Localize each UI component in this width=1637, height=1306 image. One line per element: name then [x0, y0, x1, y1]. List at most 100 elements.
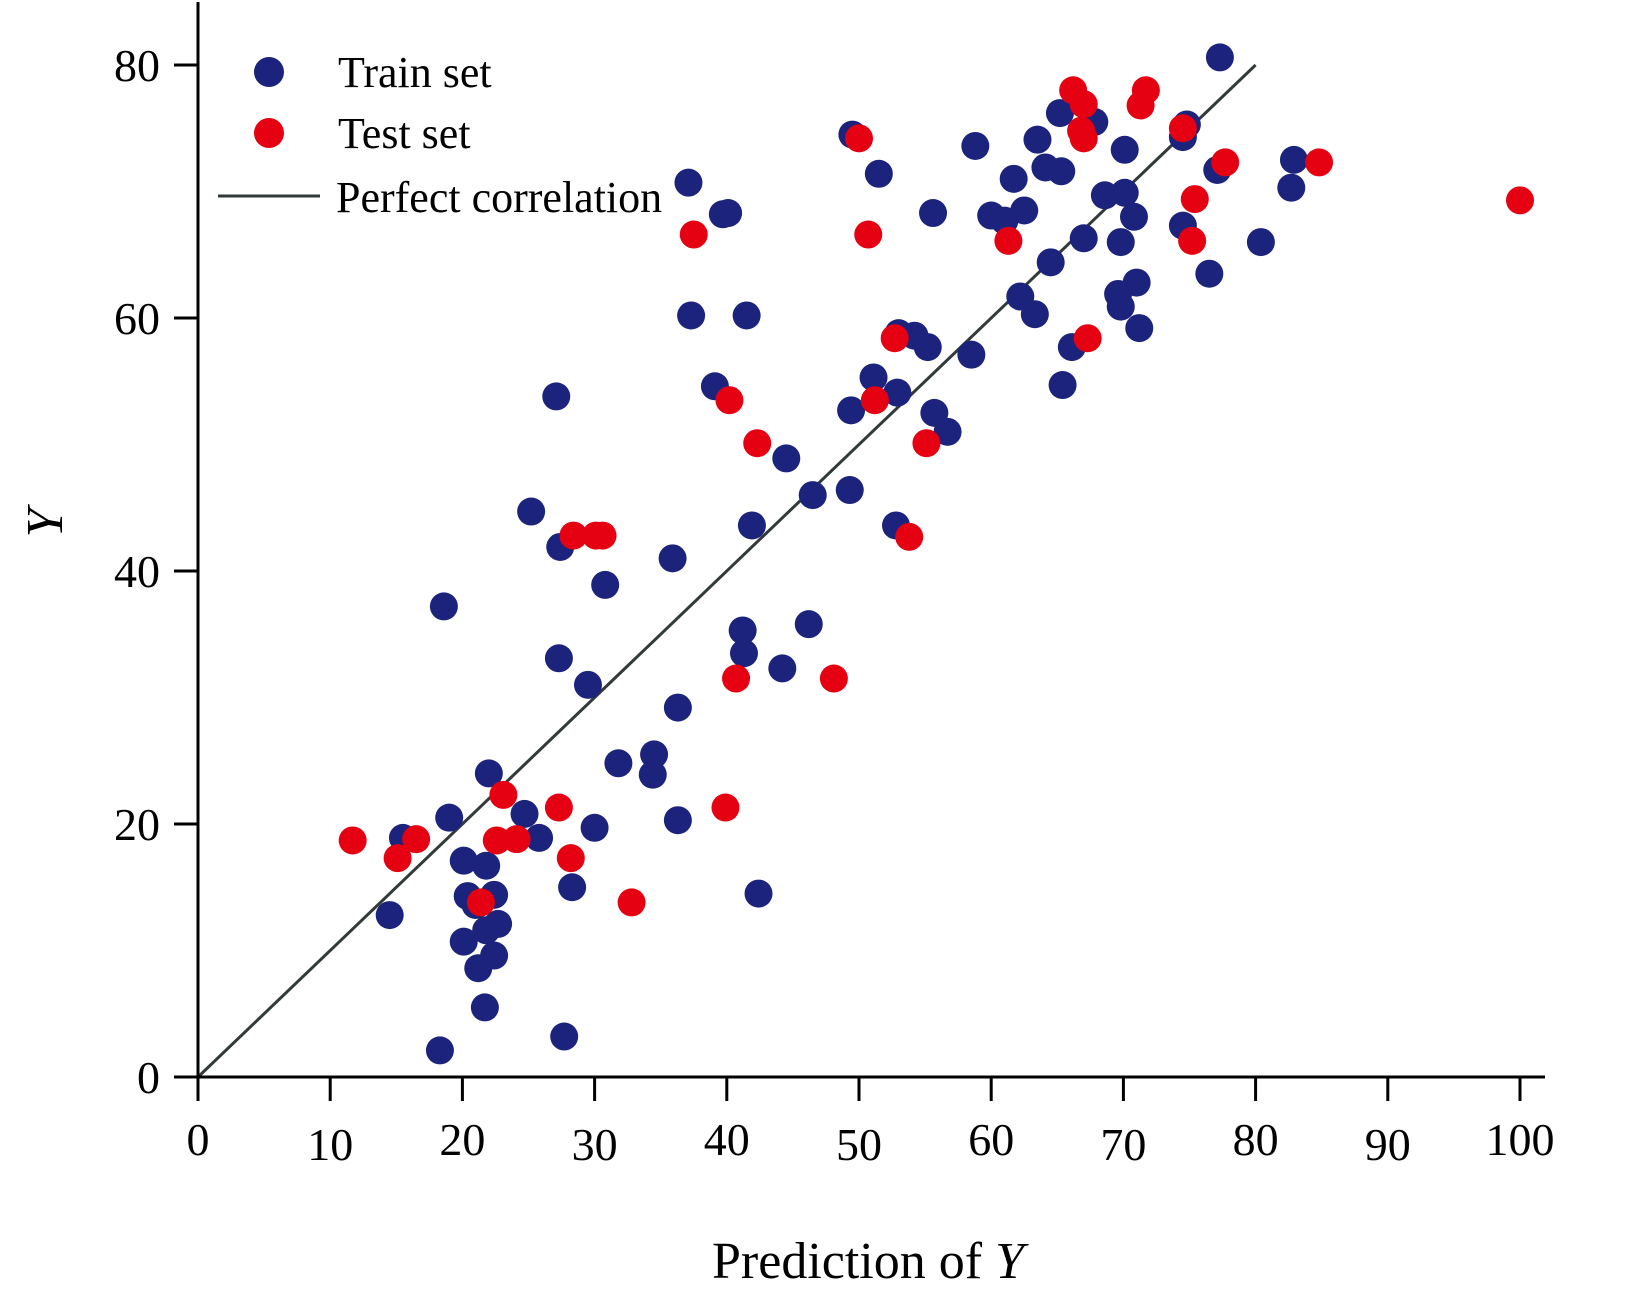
train-point: [729, 639, 758, 668]
test-point: [502, 825, 531, 854]
x-axis-title: Prediction of Y: [712, 1233, 1029, 1290]
y-axis-ticks: 0 20 40 60 80: [114, 40, 198, 1103]
x-tick-label: 10: [307, 1119, 353, 1170]
train-point: [961, 131, 990, 160]
train-point: [1047, 157, 1076, 186]
x-tick-label: 80: [1233, 1114, 1279, 1165]
train-point: [663, 806, 692, 835]
train-point: [591, 570, 620, 599]
train-point: [1195, 259, 1224, 288]
train-point: [768, 654, 797, 683]
legend-label-test-set: Test set: [338, 109, 471, 158]
train-point: [1205, 43, 1234, 72]
train-point: [737, 511, 766, 540]
train-point: [542, 382, 571, 411]
train-point: [913, 333, 942, 362]
train-point: [1119, 202, 1148, 231]
test-point: [1506, 186, 1534, 215]
y-tick-label: 40: [114, 546, 160, 597]
train-point: [1277, 173, 1306, 202]
test-point: [544, 793, 573, 822]
train-point: [470, 993, 499, 1022]
train-point: [449, 927, 478, 956]
test-point: [402, 825, 431, 854]
test-point: [880, 324, 909, 353]
test-point: [617, 888, 646, 917]
y-tick-label: 60: [114, 293, 160, 344]
test-point: [489, 780, 518, 809]
train-point: [472, 916, 501, 945]
train-point: [1036, 248, 1065, 277]
train-point: [1125, 314, 1154, 343]
train-point: [474, 759, 503, 788]
train-point: [732, 301, 761, 330]
test-point: [854, 220, 883, 249]
y-tick-label: 20: [114, 799, 160, 850]
train-point: [1110, 135, 1139, 164]
train-point: [1110, 178, 1139, 207]
test-point: [1168, 114, 1197, 143]
plot-area: [196, 43, 1534, 1079]
y-axis-title: Y: [17, 503, 74, 537]
train-point: [435, 803, 464, 832]
y-tick-label: 0: [137, 1052, 160, 1103]
legend: Train set Test set Perfect correlation: [218, 48, 662, 222]
train-point: [640, 740, 669, 769]
train-point: [744, 879, 773, 908]
axes: 0 10 20 30 40 50 60 70 80 90 100 0 20 40 60 80: [114, 2, 1555, 1170]
train-point: [1106, 292, 1135, 321]
train-point: [1048, 371, 1077, 400]
train-point: [883, 378, 912, 407]
train-point: [663, 693, 692, 722]
test-point: [482, 826, 511, 855]
test-point: [338, 826, 367, 855]
test-point: [1305, 148, 1334, 177]
legend-marker-test-set: [254, 118, 284, 148]
train-point: [1020, 300, 1049, 329]
train-point: [728, 616, 757, 645]
train-point: [714, 199, 743, 228]
train-point: [674, 168, 703, 197]
train-point: [638, 760, 667, 789]
train-point: [835, 476, 864, 505]
x-tick-label: 30: [572, 1119, 618, 1170]
x-tick-label: 100: [1486, 1114, 1555, 1165]
train-point: [957, 340, 986, 369]
test-point: [1180, 185, 1209, 214]
train-point: [772, 444, 801, 473]
train-point: [999, 164, 1028, 193]
train-point: [837, 396, 866, 425]
test-point: [711, 793, 740, 822]
train-point: [550, 1022, 579, 1051]
train-point: [375, 901, 404, 930]
test-point: [1069, 124, 1098, 153]
x-tick-label: 0: [187, 1114, 210, 1165]
train-point: [864, 159, 893, 188]
x-tick-label: 60: [968, 1114, 1014, 1165]
train-point: [933, 417, 962, 446]
train-point: [510, 799, 539, 828]
train-point: [558, 873, 587, 902]
train-point: [798, 481, 827, 510]
test-point: [466, 888, 495, 917]
train-point: [794, 610, 823, 639]
train-point: [544, 644, 573, 673]
test-point: [1069, 90, 1098, 119]
test-point: [588, 521, 617, 550]
train-point: [604, 749, 633, 778]
train-point: [1279, 145, 1308, 174]
x-tick-label: 20: [439, 1114, 485, 1165]
train-point: [1106, 228, 1135, 257]
test-point: [994, 226, 1023, 255]
test-point: [845, 124, 873, 153]
test-point: [860, 386, 889, 415]
test-point: [722, 664, 751, 693]
train-point: [919, 199, 948, 228]
test-point: [715, 386, 744, 415]
train-point: [859, 363, 888, 392]
x-axis-ticks: 0 10 20 30 40 50 60 70 80 90 100: [187, 1077, 1555, 1170]
legend-label-perfect-correlation: Perfect correlation: [336, 173, 662, 222]
train-point: [1045, 99, 1074, 128]
train-point: [517, 497, 546, 526]
